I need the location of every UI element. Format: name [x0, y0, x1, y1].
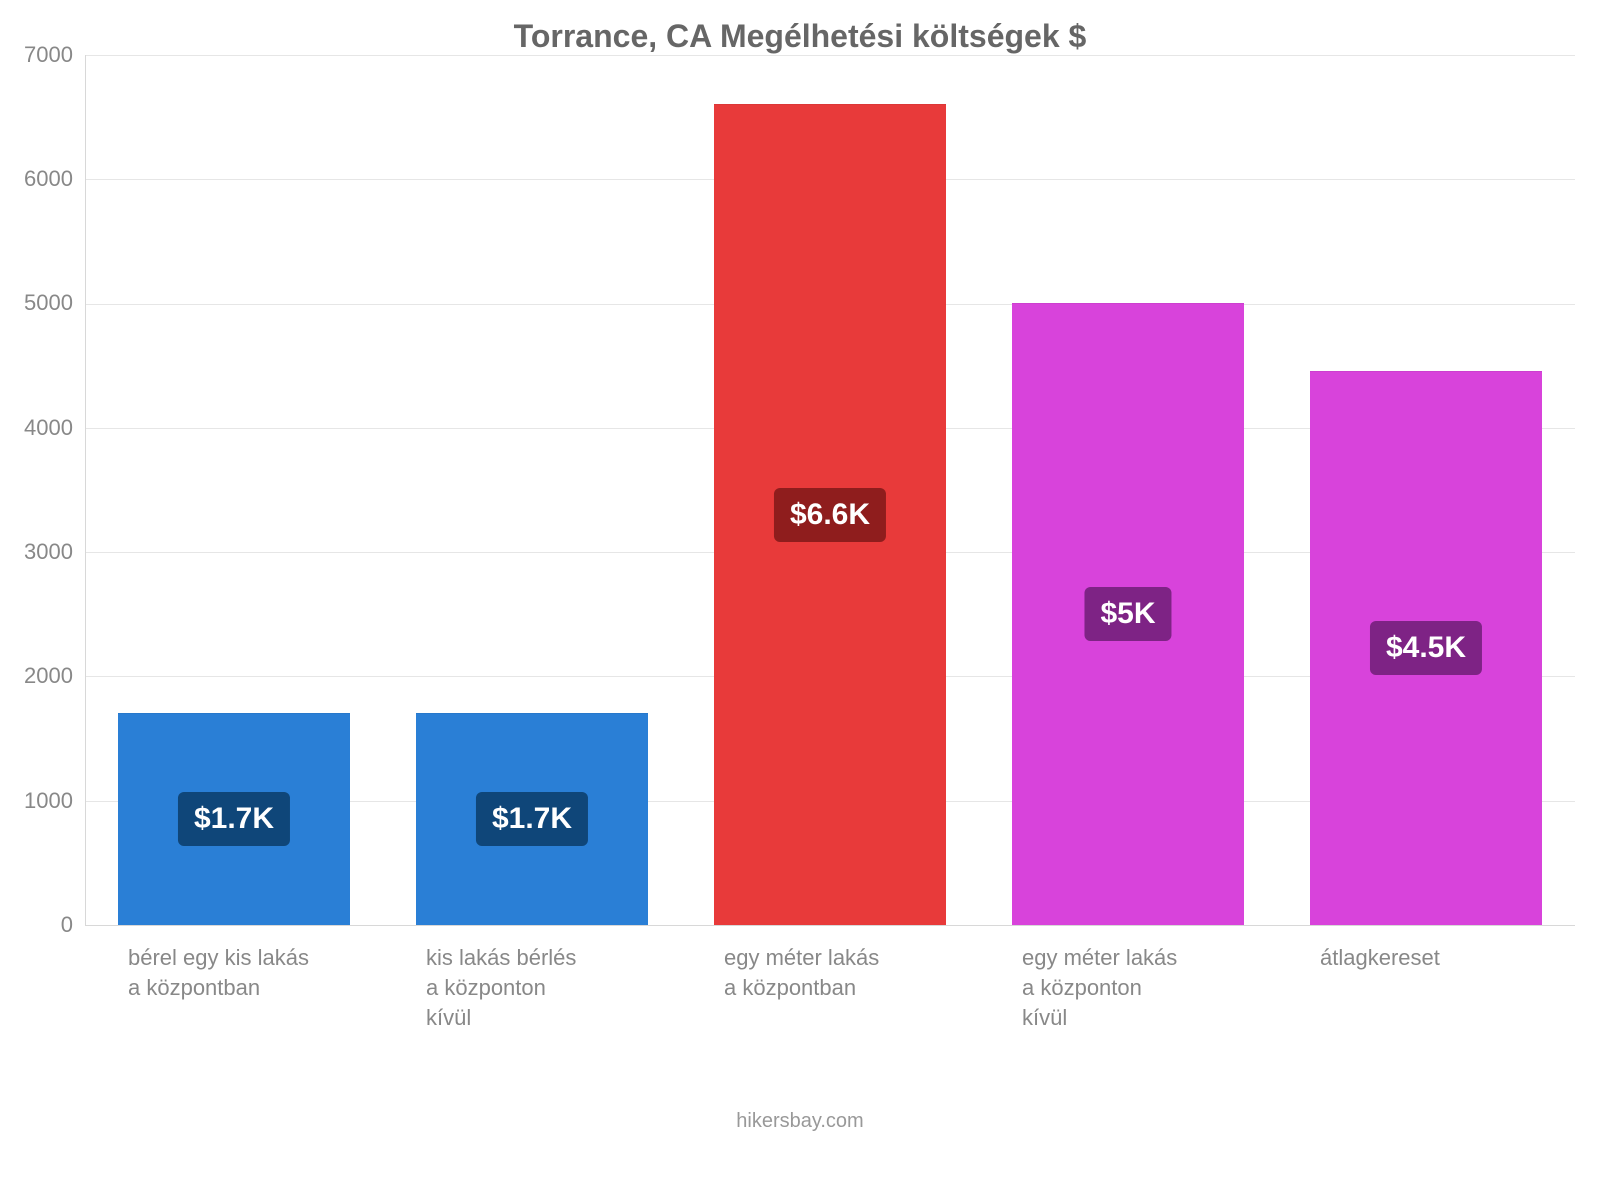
y-tick-label: 7000	[3, 42, 73, 68]
cost-of-living-chart: Torrance, CA Megélhetési költségek $ 010…	[0, 0, 1600, 1200]
x-tick-label: bérel egy kis lakása központban	[104, 943, 364, 1003]
source-footer: hikersbay.com	[0, 1110, 1600, 1133]
x-tick-label: kis lakás bérlésa központonkívül	[402, 943, 662, 1033]
y-tick-label: 4000	[3, 415, 73, 441]
bar-value-label: $5K	[1084, 587, 1171, 641]
bar-value-label: $1.7K	[476, 792, 588, 846]
y-tick-label: 2000	[3, 663, 73, 689]
y-tick-label: 0	[3, 912, 73, 938]
y-tick-label: 5000	[3, 290, 73, 316]
bar-value-label: $1.7K	[178, 792, 290, 846]
y-axis	[85, 55, 86, 925]
plot-area: 01000200030004000500060007000$1.7Kbérel …	[85, 55, 1575, 925]
bar-value-label: $4.5K	[1370, 621, 1482, 675]
bar-value-label: $6.6K	[774, 488, 886, 542]
x-tick-label: egy méter lakása központonkívül	[998, 943, 1258, 1033]
y-tick-label: 3000	[3, 539, 73, 565]
chart-title: Torrance, CA Megélhetési költségek $	[0, 18, 1600, 55]
y-tick-label: 1000	[3, 788, 73, 814]
gridline	[85, 55, 1575, 56]
y-tick-label: 6000	[3, 166, 73, 192]
x-tick-label: egy méter lakása központban	[700, 943, 960, 1003]
x-tick-label: átlagkereset	[1296, 943, 1556, 973]
x-axis	[85, 925, 1575, 926]
